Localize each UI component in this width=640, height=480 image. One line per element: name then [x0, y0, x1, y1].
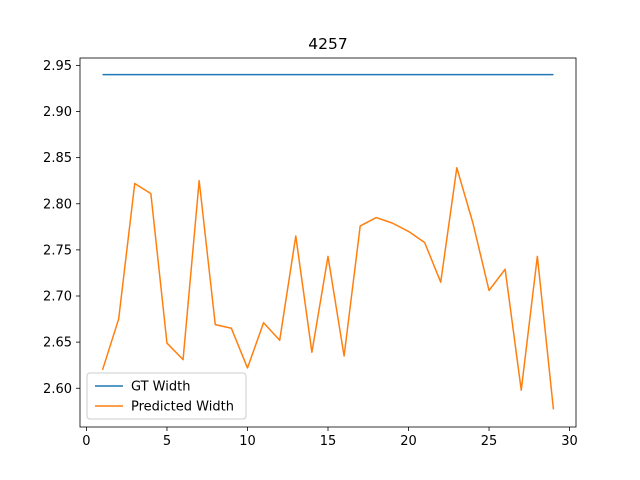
- chart-title: 4257: [308, 35, 347, 53]
- y-tick-label: 2.60: [43, 382, 72, 397]
- plot-frame: [79, 57, 577, 428]
- x-tick-label: 5: [163, 434, 171, 449]
- y-tick-label: 2.90: [43, 105, 72, 120]
- plot-area: [101, 73, 555, 410]
- y-tick-label: 2.95: [43, 59, 72, 74]
- x-tick-label: 20: [400, 434, 417, 449]
- x-tick-label: 10: [239, 434, 256, 449]
- y-tick-label: 2.80: [43, 197, 72, 212]
- legend: GT Width Predicted Width: [86, 372, 247, 420]
- y-tick-label: 2.75: [43, 243, 72, 258]
- legend-box: [86, 372, 247, 420]
- legend-label-0: GT Width: [131, 380, 190, 395]
- y-tick-label: 2.65: [43, 336, 72, 351]
- axes: 0 5 10 15 20 25 30 2.60 2.65 2.70 2.75 2.80 2.85 2.90…: [43, 59, 578, 449]
- x-tick-label: 25: [481, 434, 498, 449]
- y-tick-label: 2.85: [43, 151, 72, 166]
- x-tick-label: 30: [561, 434, 578, 449]
- series-line-1: [101, 167, 555, 410]
- legend-label-1: Predicted Width: [131, 400, 234, 415]
- x-tick-label: 0: [82, 434, 90, 449]
- x-tick-label: 15: [320, 434, 337, 449]
- y-tick-label: 2.70: [43, 290, 72, 305]
